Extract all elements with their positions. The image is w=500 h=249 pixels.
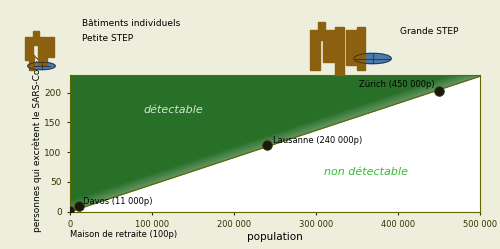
Point [75, 204, 83, 208]
Text: Petite STEP: Petite STEP [82, 34, 134, 43]
Polygon shape [70, 75, 480, 212]
Text: Davos (11 000p): Davos (11 000p) [83, 197, 152, 206]
Point [435, 89, 443, 93]
Text: Maison de retraite (100p): Maison de retraite (100p) [70, 230, 177, 239]
Text: Grande STEP: Grande STEP [400, 27, 458, 36]
Text: Bâtiments individuels: Bâtiments individuels [82, 19, 181, 28]
Point [66, 208, 74, 212]
X-axis label: population: population [247, 232, 303, 242]
Text: non détectable: non détectable [324, 167, 408, 177]
Point [263, 143, 271, 147]
Text: Zürich (450 000p): Zürich (450 000p) [360, 80, 435, 89]
Y-axis label: personnes qui excrètent le SARS-CoV-2: personnes qui excrètent le SARS-CoV-2 [32, 54, 42, 232]
Text: Lausanne (240 000p): Lausanne (240 000p) [274, 135, 362, 145]
Text: détectable: détectable [144, 105, 204, 115]
